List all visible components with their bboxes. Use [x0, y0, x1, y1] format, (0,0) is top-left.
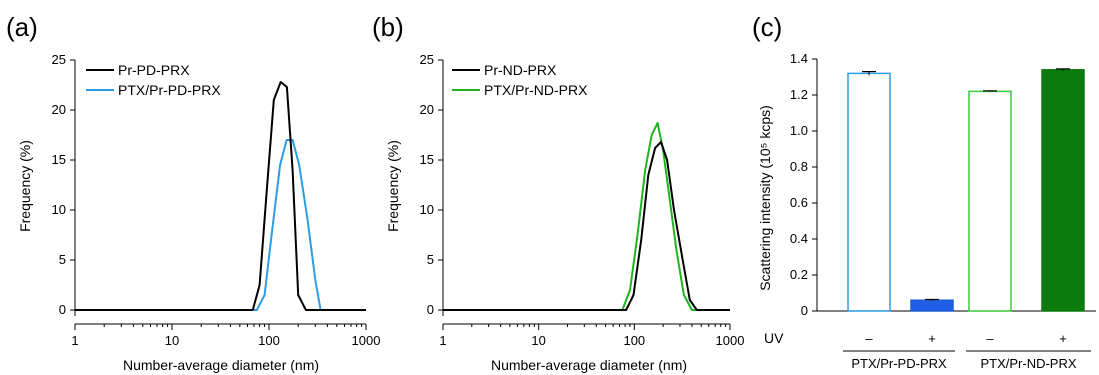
panel-c-ytick-label: 0.8: [790, 159, 808, 174]
legend-label-ptx-pr-pd-prx: PTX/Pr-PD-PRX: [118, 82, 221, 98]
panel-c: (c) 0 0.2 0.4 0.6 0.8 1.0 1.2 1.4 – + – + PTX/Pr-PD-…: [752, 12, 1096, 371]
panel-b-xtick-label: 1000: [716, 333, 745, 348]
panel-a-xlabel: Number-average diameter (nm): [123, 357, 319, 373]
panel-c-plot: 0 0.2 0.4 0.6 0.8 1.0 1.2 1.4 – + – + PTX/Pr-PD-PRX P…: [790, 51, 1096, 371]
panel-b: (b) 0 5 10 15 20 25 1 10 100 1000 Number-average …: [372, 12, 744, 373]
panel-c-ylabel: Scattering intensity (10⁵ kcps): [757, 105, 773, 291]
panel-c-bar-1: [847, 72, 891, 312]
panel-c-bar-2: [910, 299, 954, 312]
panel-b-ytick-label: 25: [420, 52, 434, 67]
panel-c-letter: (c): [752, 12, 782, 42]
panel-a: (a) 0 5 10 15 20 25 1 10 100 1000 Number-average …: [6, 12, 380, 373]
panel-b-ylabel: Frequency (%): [385, 140, 401, 232]
panel-c-ytick-label: 1.4: [790, 51, 808, 66]
panel-c-bar-4: [1041, 69, 1085, 312]
panel-b-series-ptx-pr-nd-prx: [443, 122, 730, 311]
panel-b-ytick-label: 5: [427, 252, 434, 267]
legend-label-pr-nd-prx: Pr-ND-PRX: [484, 62, 557, 78]
panel-b-ytick-label: 15: [420, 152, 434, 167]
panel-a-plot: 0 5 10 15 20 25 1 10 100 1000: [52, 52, 381, 348]
panel-c-uv-label-3: –: [986, 331, 994, 346]
panel-c-group-label-ptx-pr-pd-prx: PTX/Pr-PD-PRX: [851, 356, 947, 371]
panel-a-ytick-label: 20: [52, 102, 66, 117]
panel-c-bar-3: [968, 90, 1012, 312]
panel-a-series-pr-pd-prx: [75, 81, 366, 311]
panel-a-ytick-label: 5: [59, 252, 66, 267]
panel-c-ytick-label: 0.4: [790, 231, 808, 246]
panel-a-ytick-label: 10: [52, 202, 66, 217]
panel-a-ytick-label: 25: [52, 52, 66, 67]
panel-c-uv-label-4: +: [1059, 331, 1067, 346]
panel-a-xtick-label: 1000: [352, 333, 381, 348]
panel-c-uv-label-1: –: [865, 331, 873, 346]
panel-c-ytick-label: 1.0: [790, 123, 808, 138]
panel-a-ylabel: Frequency (%): [17, 140, 33, 232]
panel-a-letter: (a): [6, 12, 38, 42]
panel-c-uv-label-2: +: [928, 331, 936, 346]
panel-a-xtick-label: 10: [165, 333, 179, 348]
panel-b-legend: Pr-ND-PRX PTX/Pr-ND-PRX: [452, 62, 588, 98]
panel-c-group-label-ptx-pr-nd-prx: PTX/Pr-ND-PRX: [980, 356, 1076, 371]
panel-a-xtick-label: 100: [258, 333, 280, 348]
panel-a-ytick-label: 0: [59, 302, 66, 317]
panel-b-xtick-label: 1: [439, 333, 446, 348]
panel-a-series-ptx-pr-pd-prx: [75, 139, 366, 311]
panel-a-legend: Pr-PD-PRX PTX/Pr-PD-PRX: [86, 62, 221, 98]
panel-c-row-label: UV: [764, 330, 784, 346]
panel-b-xlabel: Number-average diameter (nm): [491, 357, 687, 373]
panel-b-ytick-label: 20: [420, 102, 434, 117]
panel-b-letter: (b): [372, 12, 404, 42]
legend-label-ptx-pr-nd-prx: PTX/Pr-ND-PRX: [484, 82, 588, 98]
panel-a-xtick-label: 1: [71, 333, 78, 348]
panel-c-ytick-label: 0.6: [790, 195, 808, 210]
panel-b-series-pr-nd-prx: [443, 141, 730, 311]
panel-b-xtick-label: 100: [623, 333, 645, 348]
panel-c-ytick-label: 0: [801, 303, 808, 318]
panel-a-ytick-label: 15: [52, 152, 66, 167]
legend-label-pr-pd-prx: Pr-PD-PRX: [118, 62, 190, 78]
panel-b-ytick-label: 0: [427, 302, 434, 317]
panel-b-xtick-label: 10: [531, 333, 545, 348]
panel-b-plot: 0 5 10 15 20 25 1 10 100 1000: [420, 52, 745, 348]
panel-c-ytick-label: 0.2: [790, 267, 808, 282]
panel-b-ytick-label: 10: [420, 202, 434, 217]
panel-c-ytick-label: 1.2: [790, 87, 808, 102]
